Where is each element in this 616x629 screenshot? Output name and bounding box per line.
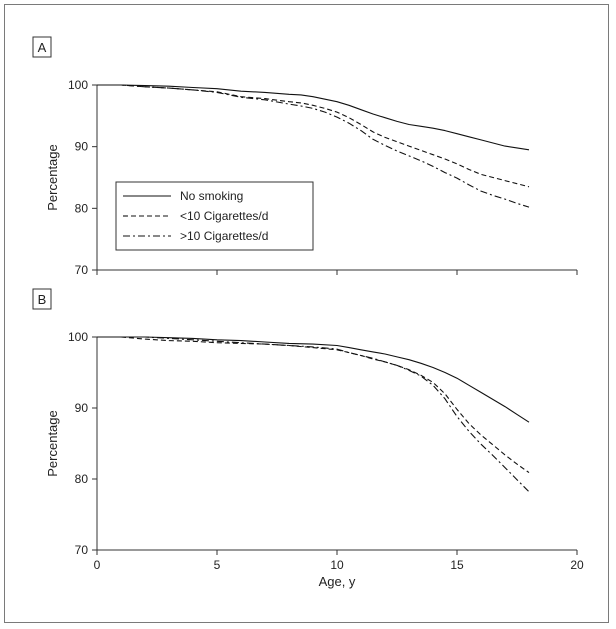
y-axis-title: Percentage: [45, 410, 60, 477]
y-tick-label: 70: [75, 263, 89, 277]
series-line-gt10-cigarettes: [97, 84, 530, 208]
series-line-no-smoking: [97, 336, 530, 423]
y-tick-label: 90: [75, 401, 89, 415]
legend-entry: No smoking: [180, 189, 243, 203]
y-tick-label: 100: [68, 78, 88, 92]
y-tick-label: 100: [68, 330, 88, 344]
y-tick-label: 80: [75, 201, 89, 215]
panel-label: A: [38, 40, 47, 55]
series-line-lt10-cigarettes: [97, 84, 530, 188]
x-tick-label: 0: [94, 558, 101, 572]
y-tick-label: 90: [75, 140, 89, 154]
chart-panel-b: B 70 80 90 100 0 5 10 15 20 Percentage Age, y: [32, 288, 584, 589]
x-tick-label: 5: [214, 558, 221, 572]
y-axis-title: Percentage: [45, 144, 60, 211]
panel-label: B: [38, 292, 47, 307]
y-tick-label: 70: [75, 543, 89, 557]
x-tick-label: 20: [570, 558, 584, 572]
x-axis-title: Age, y: [319, 574, 356, 589]
legend-entry: >10 Cigarettes/d: [180, 229, 268, 243]
panel-label-box: [32, 36, 52, 58]
x-tick-label: 10: [330, 558, 344, 572]
x-tick-label: 15: [450, 558, 464, 572]
series-line-gt10-cigarettes: [97, 336, 530, 493]
legend-entry: <10 Cigarettes/d: [180, 209, 268, 223]
series-line-lt10-cigarettes: [97, 336, 530, 474]
panel-label-box: [32, 288, 52, 310]
y-tick-label: 80: [75, 472, 89, 486]
legend: No smoking <10 Cigarettes/d >10 Cigarettes…: [115, 181, 314, 251]
series-line-no-smoking: [97, 84, 530, 151]
chart-panel-a: A 70 80 90 100 Percentage No smoking <10 Cigare…: [32, 36, 578, 277]
